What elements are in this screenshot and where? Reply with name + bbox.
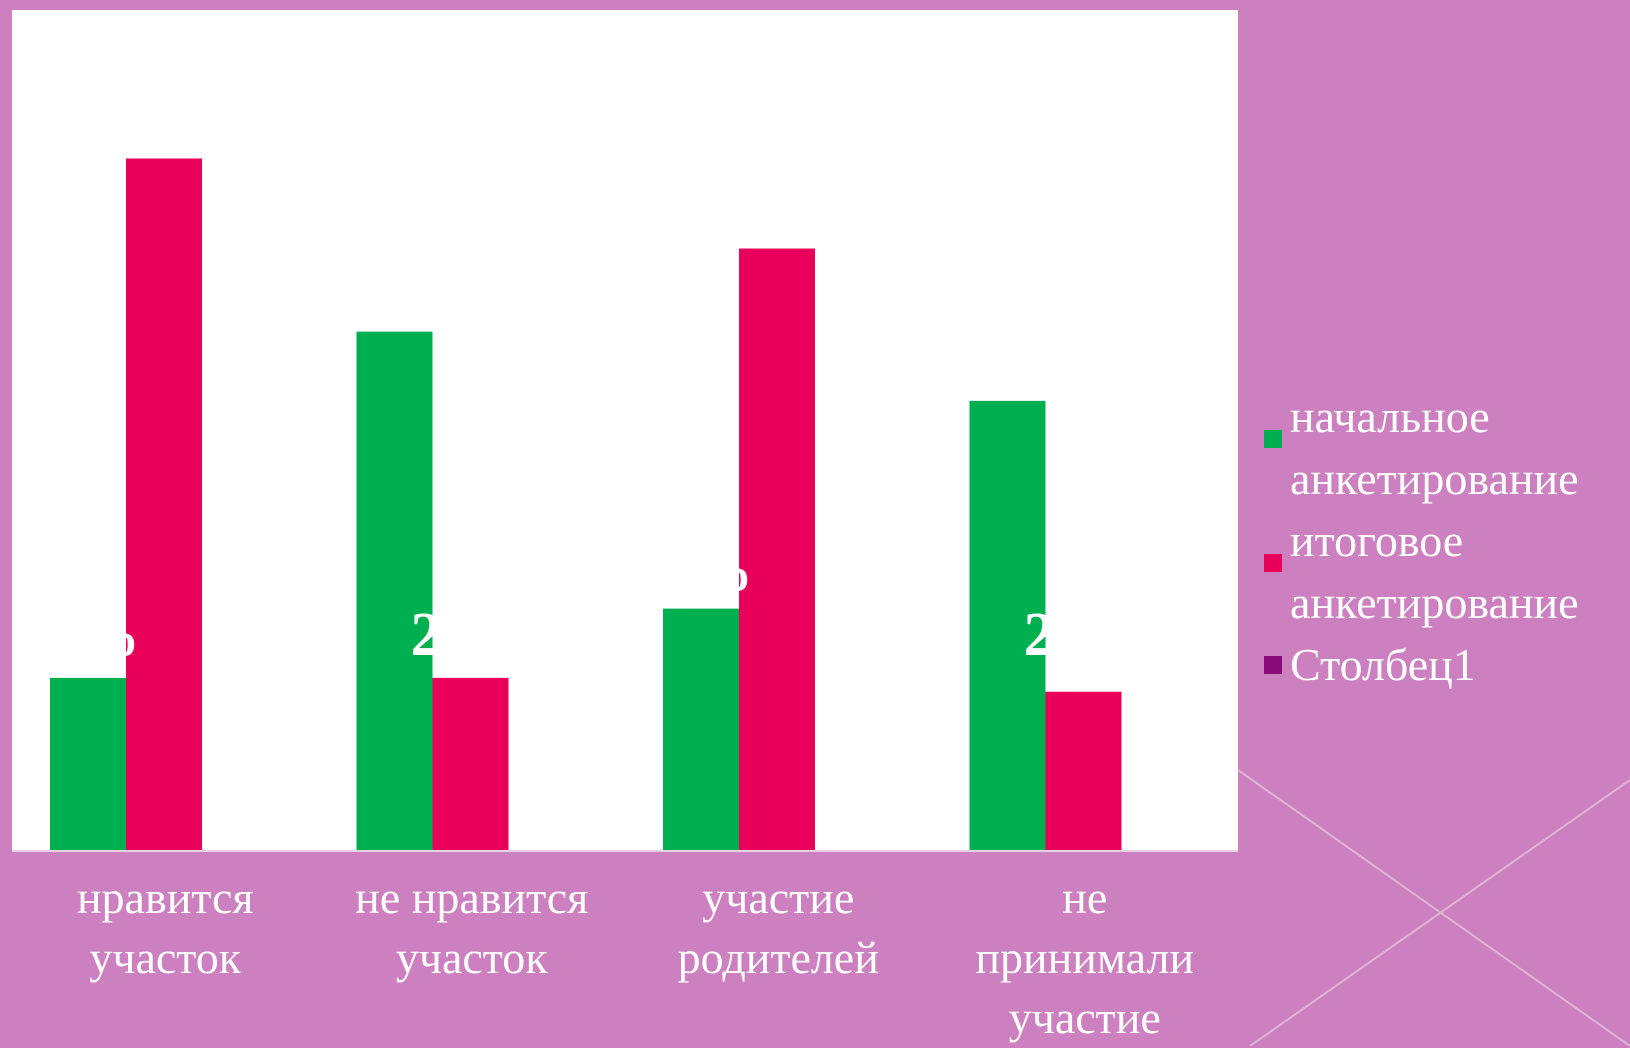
category-label-line: участок — [395, 932, 548, 983]
category-label-3: участие родителей — [628, 868, 928, 988]
data-label-cat-2: 2 — [410, 601, 433, 669]
legend-swatch-series-1 — [1264, 430, 1282, 448]
category-label-line: не — [1062, 872, 1108, 923]
bar-chart — [12, 158, 1238, 852]
category-label-line: участие — [702, 872, 855, 923]
legend-label-series-3: Столбец1 — [1290, 639, 1476, 690]
legend-item-series-1: начальное анкетирование — [1262, 386, 1630, 510]
bar-series-2-cat-3 — [739, 248, 815, 851]
bar-series-1-cat-1 — [50, 677, 126, 851]
legend-item-series-3: Столбец1 — [1262, 634, 1630, 696]
category-label-line: родителей — [677, 932, 879, 983]
data-label-cat-4: 2 — [1023, 601, 1046, 669]
category-label-line: принимали — [975, 932, 1195, 983]
category-label-line: участие — [1008, 992, 1161, 1043]
category-label-line: не нравится — [355, 872, 589, 923]
legend-label-series-2: итоговое анкетирование — [1290, 515, 1579, 628]
category-label-4: не принимали участие — [935, 868, 1235, 1048]
category-label-1: нравится участок — [15, 868, 315, 988]
bar-series-1-cat-4 — [969, 400, 1046, 851]
legend: начальное анкетирование итоговое анкетир… — [1262, 386, 1630, 696]
bar-series-1-cat-3 — [663, 608, 739, 851]
bar-series-2-cat-1 — [126, 158, 202, 851]
category-label-line: нравится — [76, 872, 254, 923]
data-label-cat-3: % — [729, 535, 753, 625]
legend-item-series-2: итоговое анкетирование — [1262, 510, 1630, 634]
legend-label-series-1: начальное анкетирование — [1290, 391, 1579, 504]
legend-swatch-series-3 — [1264, 656, 1282, 674]
plot-area — [12, 10, 1238, 852]
category-label-line: участок — [89, 932, 242, 983]
legend-swatch-series-2 — [1264, 554, 1282, 572]
data-label-cat-1: % — [116, 600, 140, 690]
category-label-2: не нравится участок — [322, 868, 622, 988]
bar-series-1-cat-2 — [356, 331, 433, 851]
bar-series-2-cat-4 — [1045, 691, 1122, 851]
bar-series-2-cat-2 — [432, 677, 509, 851]
